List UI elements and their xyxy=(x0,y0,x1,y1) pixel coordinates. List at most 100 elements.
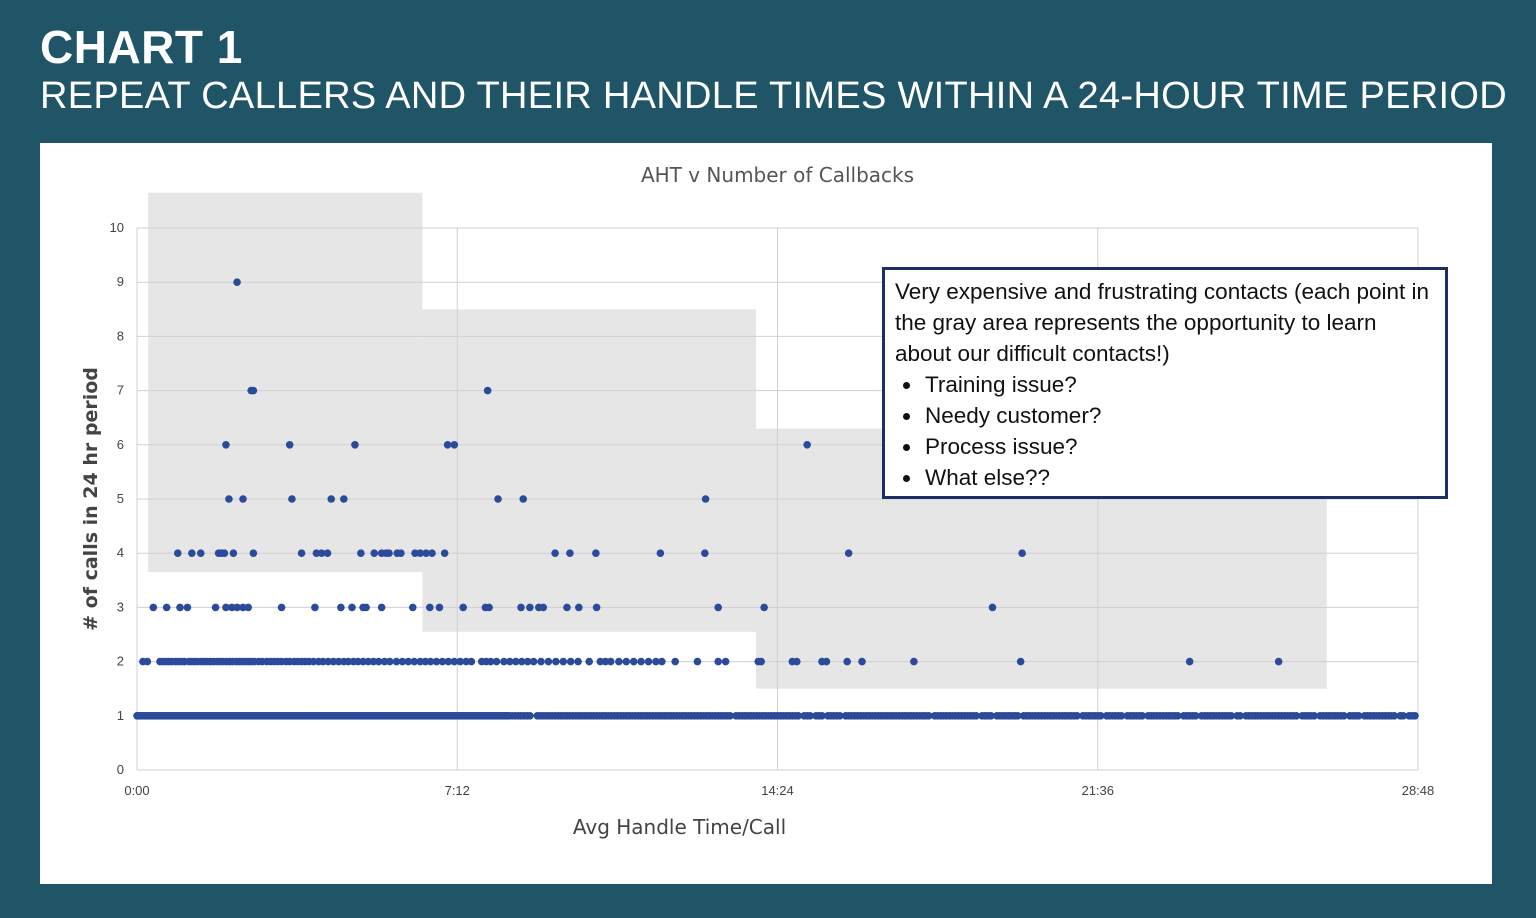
x-axis-label: Avg Handle Time/Call xyxy=(573,815,786,839)
y-tick-label: 6 xyxy=(117,437,124,452)
data-point xyxy=(552,657,560,666)
data-point xyxy=(972,712,980,720)
y-tick-label: 10 xyxy=(110,220,124,235)
data-point xyxy=(297,549,306,557)
data-point xyxy=(440,549,449,557)
data-point xyxy=(392,657,401,666)
data-point xyxy=(1191,712,1200,720)
data-point xyxy=(327,495,336,503)
data-point xyxy=(483,386,492,395)
data-point xyxy=(671,657,679,666)
data-point xyxy=(806,712,814,720)
y-tick-label: 0 xyxy=(117,762,124,777)
data-point xyxy=(385,657,394,666)
data-point xyxy=(835,712,844,720)
data-point xyxy=(351,441,359,449)
data-point xyxy=(1227,712,1235,720)
data-point xyxy=(701,495,710,503)
data-point xyxy=(517,657,526,666)
data-point xyxy=(519,495,528,503)
y-tick-label: 2 xyxy=(117,654,124,669)
data-point xyxy=(1292,712,1301,720)
data-point xyxy=(585,657,594,666)
data-point xyxy=(404,657,413,666)
data-point xyxy=(644,657,653,666)
data-point xyxy=(426,657,435,666)
data-point xyxy=(485,603,493,612)
header: CHART 1 REPEAT CALLERS AND THEIR HANDLE … xyxy=(40,20,1507,118)
y-tick-label: 7 xyxy=(117,383,124,398)
data-point xyxy=(1411,712,1419,720)
data-point xyxy=(183,603,192,612)
data-point xyxy=(1340,712,1348,720)
data-point xyxy=(233,278,241,286)
data-point xyxy=(721,657,730,666)
data-point xyxy=(422,549,430,557)
data-point xyxy=(693,657,702,666)
data-point xyxy=(858,657,866,666)
data-point xyxy=(285,441,294,449)
data-point xyxy=(656,549,665,557)
data-point xyxy=(1399,712,1407,720)
data-point xyxy=(438,657,447,666)
y-tick-label: 3 xyxy=(117,599,124,614)
data-point xyxy=(229,549,238,557)
data-point xyxy=(428,549,436,557)
y-tick-label: 1 xyxy=(117,708,124,723)
chart-number-title: CHART 1 xyxy=(40,21,243,73)
data-point xyxy=(188,549,196,557)
data-point xyxy=(222,441,230,449)
data-point xyxy=(726,712,734,720)
data-point xyxy=(792,657,801,666)
data-point xyxy=(760,603,768,612)
data-point xyxy=(377,603,386,612)
data-point xyxy=(444,657,453,666)
data-point xyxy=(592,549,600,557)
data-point xyxy=(924,712,933,720)
data-point xyxy=(818,712,826,720)
callout-text: Very expensive and frustrating contacts … xyxy=(895,279,1430,366)
data-point xyxy=(323,549,332,557)
data-point xyxy=(374,657,383,666)
y-tick-label: 9 xyxy=(117,274,124,289)
data-point xyxy=(544,657,553,666)
callout-bullet: Process issue? xyxy=(923,431,1435,462)
data-point xyxy=(526,712,534,720)
x-tick-label: 0:00 xyxy=(124,783,149,798)
data-point xyxy=(606,657,615,666)
data-point xyxy=(1310,712,1319,720)
y-axis-label: # of calls in 24 hr period xyxy=(80,367,102,631)
data-point xyxy=(615,657,623,666)
data-point xyxy=(443,441,452,449)
data-point xyxy=(637,657,645,666)
callout-bullet: Training issue? xyxy=(923,369,1435,400)
data-point xyxy=(714,657,722,666)
data-point xyxy=(551,549,559,557)
data-point xyxy=(450,441,459,449)
data-point xyxy=(233,603,241,612)
data-point xyxy=(559,657,568,666)
data-point xyxy=(340,495,348,503)
data-point xyxy=(622,657,631,666)
data-point xyxy=(173,549,182,557)
data-point xyxy=(539,603,548,612)
shaded-region xyxy=(422,309,757,632)
data-point xyxy=(1185,657,1194,666)
x-tick-label: 14:24 xyxy=(761,783,794,798)
data-point xyxy=(701,549,709,557)
callout-bullet-list: Training issue? Needy customer? Process … xyxy=(895,369,1435,493)
data-point xyxy=(574,657,582,666)
data-point xyxy=(988,603,997,612)
data-point xyxy=(288,495,296,503)
data-point xyxy=(592,603,601,612)
data-point xyxy=(225,495,233,503)
data-point xyxy=(794,712,803,720)
data-point xyxy=(526,603,534,612)
data-point xyxy=(843,657,851,666)
data-point xyxy=(311,603,319,612)
data-point xyxy=(450,657,459,666)
y-tick-label: 8 xyxy=(117,328,124,343)
data-point xyxy=(408,603,417,612)
data-point xyxy=(566,657,575,666)
y-tick-label: 5 xyxy=(117,491,124,506)
